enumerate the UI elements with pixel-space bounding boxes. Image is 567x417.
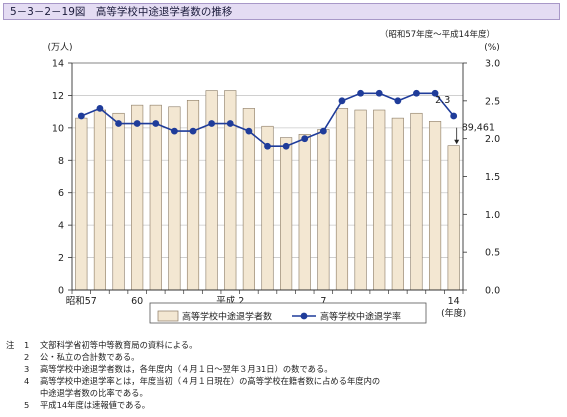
x-tick-label: 14 xyxy=(448,296,460,307)
count-leader-arrow xyxy=(454,139,460,145)
rate-point-9 xyxy=(245,127,253,135)
note-number: 1 xyxy=(24,340,30,350)
note-text: 文部科学省初等中等教育局の資料による。 xyxy=(40,340,198,350)
bar-13 xyxy=(317,129,330,291)
left-tick-label: 0 xyxy=(58,286,64,297)
rate-point-7 xyxy=(208,120,216,127)
right-tick-label: 1.0 xyxy=(485,210,500,221)
left-tick-label: 14 xyxy=(52,59,64,70)
x-tick-label: 60 xyxy=(131,296,143,307)
note-item: 3 高等学校中途退学者数は，各年度内（４月１日～翌年３月31日）の数である。 xyxy=(6,363,561,375)
rate-point-0 xyxy=(77,112,85,120)
left-tick-label: 10 xyxy=(52,123,64,134)
rate-point-13 xyxy=(319,127,327,135)
right-axis-unit: (%) xyxy=(484,43,500,53)
right-tick-label: 0.5 xyxy=(485,248,500,259)
bar-16 xyxy=(373,109,386,291)
x-axis-unit: (年度) xyxy=(441,307,466,319)
note-item: 注 1 文部科学省初等中等教育局の資料による。 xyxy=(6,339,561,351)
count-last-label: 89,461 xyxy=(462,123,495,134)
line-series xyxy=(77,89,458,150)
rate-point-15 xyxy=(357,89,364,97)
bar-19 xyxy=(428,121,442,291)
note-number: 3 xyxy=(24,364,30,374)
legend-box xyxy=(149,302,427,324)
legend-bar-swatch xyxy=(157,310,179,322)
note-item: 4 高等学校中途退学率とは，年度当初（４月１日現在）の高等学校在籍者数に占める年度… xyxy=(6,375,561,387)
note-number: 4 xyxy=(24,376,30,386)
note-number: 5 xyxy=(24,400,30,410)
note-text: 公・私立の合計数である。 xyxy=(40,352,140,362)
rate-point-5 xyxy=(171,127,178,135)
rate-point-18 xyxy=(413,89,420,97)
bar-0 xyxy=(75,117,88,291)
legend: 高等学校中途退学者数 高等学校中途退学率 xyxy=(149,302,427,324)
x-tick-label: 昭和57 xyxy=(66,296,97,307)
note-item: 5 平成14年度は速報値である。 xyxy=(6,399,561,411)
right-tick-label: 0.0 xyxy=(485,286,500,297)
rate-point-20 xyxy=(450,112,458,120)
period-label: （昭和57年度～平成14年度） xyxy=(379,30,495,40)
rate-point-1 xyxy=(96,105,104,112)
note-number: 2 xyxy=(24,352,30,362)
x-tick-label: 7 xyxy=(320,296,326,307)
bar-12 xyxy=(298,134,311,291)
bar-4 xyxy=(149,104,162,291)
right-tick-label: 1.5 xyxy=(485,172,500,183)
rate-point-6 xyxy=(189,127,197,135)
rate-point-4 xyxy=(152,120,160,127)
left-tick-label: 4 xyxy=(58,221,64,232)
legend-line-marker xyxy=(300,312,308,320)
rate-point-11 xyxy=(282,142,290,150)
bar-17 xyxy=(391,117,404,291)
figure-title: 5－3－2－19図 高等学校中途退学者数の推移 xyxy=(3,3,560,20)
bar-18 xyxy=(410,112,423,291)
bar-15 xyxy=(354,109,367,291)
rate-point-2 xyxy=(115,120,122,127)
rate-point-16 xyxy=(375,89,383,97)
rate-point-19 xyxy=(431,89,439,97)
legend-line-label: 高等学校中途退学率 xyxy=(320,311,401,323)
bar-11 xyxy=(280,137,293,291)
rate-point-8 xyxy=(226,120,234,127)
right-tick-label: 3.0 xyxy=(485,59,500,70)
annotations: 2.3 89,461 xyxy=(435,95,495,145)
bar-3 xyxy=(131,104,144,291)
left-tick-label: 6 xyxy=(58,188,64,199)
left-tick-label: 2 xyxy=(58,253,64,264)
bar-2 xyxy=(112,112,125,291)
note-item: 2 公・私立の合計数である。 xyxy=(6,351,561,363)
rate-point-17 xyxy=(394,97,402,105)
bar-series xyxy=(75,90,460,291)
right-tick-label: 2.0 xyxy=(485,134,500,145)
left-axis-unit: (万人) xyxy=(47,42,72,53)
rate-point-12 xyxy=(301,135,309,143)
left-tick-label: 12 xyxy=(52,91,64,102)
notes-label: 注 xyxy=(6,340,15,350)
note-text: 平成14年度は速報値である。 xyxy=(40,400,151,410)
left-tick-label: 8 xyxy=(58,156,64,167)
bar-14 xyxy=(335,108,349,291)
notes: 注 1 文部科学省初等中等教育局の資料による。 2 公・私立の合計数である。 3 高等学校中… xyxy=(6,339,561,411)
bar-1 xyxy=(93,109,107,291)
note-continuation: 中途退学者数の比率である。 xyxy=(40,388,148,398)
bar-20 xyxy=(447,145,460,291)
bar-9 xyxy=(242,108,255,291)
rate-point-14 xyxy=(338,97,346,105)
note-text: 高等学校中途退学者数は，各年度内（４月１日～翌年３月31日）の数である。 xyxy=(40,364,333,374)
chart: 0 2 4 6 8 10 12 14 0.0 0.5 1.0 1.5 2.0 2.5 3.0 (万人) (%) 昭… xyxy=(47,42,500,324)
rate-point-3 xyxy=(133,120,141,127)
note-text: 高等学校中途退学率とは，年度当初（４月１日現在）の高等学校在籍者数に占める年度内… xyxy=(40,376,381,386)
rate-point-10 xyxy=(264,142,271,150)
right-tick-label: 2.5 xyxy=(485,96,500,107)
rate-last-label: 2.3 xyxy=(435,95,450,106)
bar-10 xyxy=(261,125,274,291)
legend-bar-label: 高等学校中途退学者数 xyxy=(182,311,272,323)
